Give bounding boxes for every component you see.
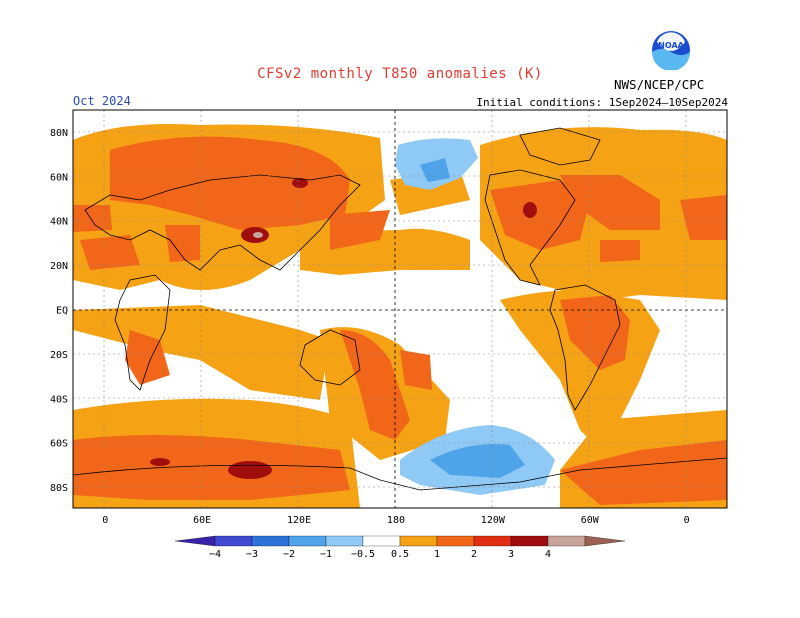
map-frame [72,109,728,509]
lon-label: 60E [193,515,211,526]
lat-label: 60N [50,172,68,183]
colorbar-bin [251,535,290,547]
colorbar-label: −1 [320,549,332,560]
lon-label: 0 [102,515,108,526]
colorbar-bin [174,535,216,547]
noaa-logo: NOAA [652,31,690,70]
colorbar-bin [473,535,512,547]
colorbar-bin [547,535,586,547]
colorbar-bin [288,535,327,547]
colorbar-bin [325,535,364,547]
colorbar-label: −3 [246,549,258,560]
colorbar-bin [214,535,253,547]
lat-label: 60S [50,439,68,450]
lat-label: EQ [56,306,68,317]
lat-label: 80S [50,483,68,494]
colorbar-label: 1 [434,549,440,560]
anomaly-fields [73,124,727,508]
colorbar: −4 −3 −2 −1 −0.5 0.5 1 2 3 4 [174,535,626,560]
agency-label: NWS/NCEP/CPC [614,77,705,92]
colorbar-label: −4 [209,549,221,560]
lat-label: 20N [50,261,68,272]
colorbar-label: 4 [545,549,551,560]
lon-label: 180 [387,515,405,526]
lon-label: 0 [684,515,690,526]
colorbar-bin [362,535,401,547]
lat-label: 20S [50,350,68,361]
longitude-labels: 0 60E 120E 180 120W 60W 0 [102,515,689,526]
noaa-logo-text: NOAA [658,41,684,50]
lat-label: 40S [50,394,68,405]
initial-conditions: Initial conditions: 1Sep2024–10Sep2024 [476,96,728,109]
colorbar-label: 0.5 [391,549,409,560]
lon-label: 60W [581,515,600,526]
map-reference-lines [73,110,727,508]
latitude-labels: 80N 60N 40N 20N EQ 20S 40S 60S 80S [50,128,68,494]
lat-label: 80N [50,128,68,139]
colorbar-bin [436,535,475,547]
colorbar-label: −0.5 [351,549,375,560]
lat-label: 40N [50,217,68,228]
colorbar-label: 2 [471,549,477,560]
colorbar-bin [399,535,438,547]
colorbar-bin [510,535,549,547]
forecast-month: Oct 2024 [73,94,131,108]
colorbar-bin [584,535,626,547]
colorbar-label: −2 [283,549,295,560]
map-gridlines [73,110,727,508]
colorbar-label: 3 [508,549,514,560]
map-title: CFSv2 monthly T850 anomalies (K) [257,66,543,82]
lon-label: 120E [287,515,311,526]
lon-label: 120W [481,515,506,526]
